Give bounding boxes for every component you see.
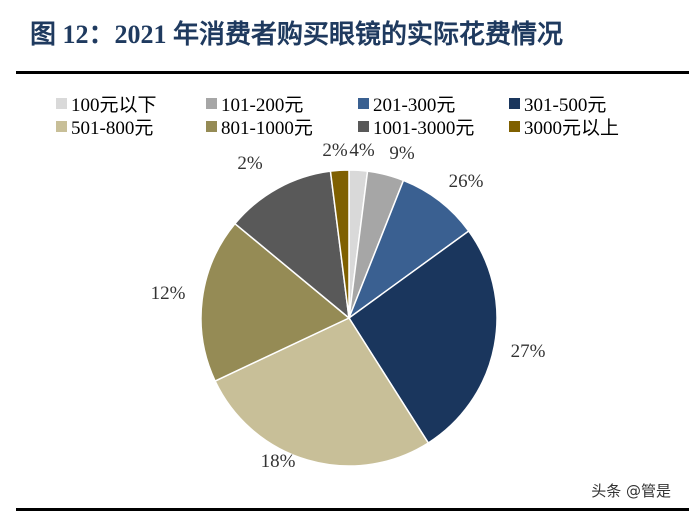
legend-label: 100元以下 — [71, 95, 157, 116]
legend-item: 501-800元 — [56, 113, 153, 140]
pie-slice — [347, 179, 470, 321]
legend-swatch — [206, 121, 217, 132]
legend-item: 100元以下 — [56, 90, 157, 117]
pie-slice — [200, 222, 351, 383]
legend-label: 301-500元 — [524, 95, 607, 116]
legend-swatch — [358, 98, 369, 109]
bottom-divider — [16, 508, 689, 511]
legend-swatch — [206, 98, 217, 109]
legend-swatch — [56, 121, 67, 132]
legend-swatch — [56, 98, 67, 109]
data-label: 2% — [322, 140, 348, 161]
watermark: 头条 @管是 — [591, 482, 671, 500]
legend-label: 3000元以上 — [524, 118, 620, 139]
legend-label: 801-1000元 — [221, 118, 313, 139]
pie-slice — [329, 169, 350, 319]
data-label: 27% — [511, 341, 546, 362]
data-label: 4% — [349, 140, 375, 161]
legend-swatch — [358, 121, 369, 132]
data-label: 2% — [237, 153, 263, 174]
data-label: 26% — [449, 171, 484, 192]
legend-item: 801-1000元 — [206, 113, 313, 140]
pie-slice — [233, 170, 350, 320]
legend-label: 201-300元 — [373, 95, 456, 116]
data-label: 18% — [261, 451, 296, 472]
legend-item: 3000元以上 — [509, 113, 619, 140]
pie-slice — [347, 229, 498, 444]
data-label: 9% — [389, 143, 415, 164]
pie-slice — [214, 317, 430, 467]
legend-swatch — [509, 121, 520, 132]
title-divider — [16, 71, 689, 74]
legend-item: 101-200元 — [206, 90, 303, 117]
data-label: 12% — [151, 283, 186, 304]
legend-label: 101-200元 — [221, 95, 304, 116]
legend-item: 1001-3000元 — [358, 113, 474, 140]
legend-label: 501-800元 — [71, 118, 154, 139]
legend-label: 1001-3000元 — [373, 118, 475, 139]
legend-item: 201-300元 — [358, 90, 455, 117]
legend-swatch — [509, 98, 520, 109]
legend-item: 301-500元 — [509, 90, 606, 117]
chart-title: 图 12：2021 年消费者购买眼镜的实际花费情况 — [30, 20, 564, 49]
